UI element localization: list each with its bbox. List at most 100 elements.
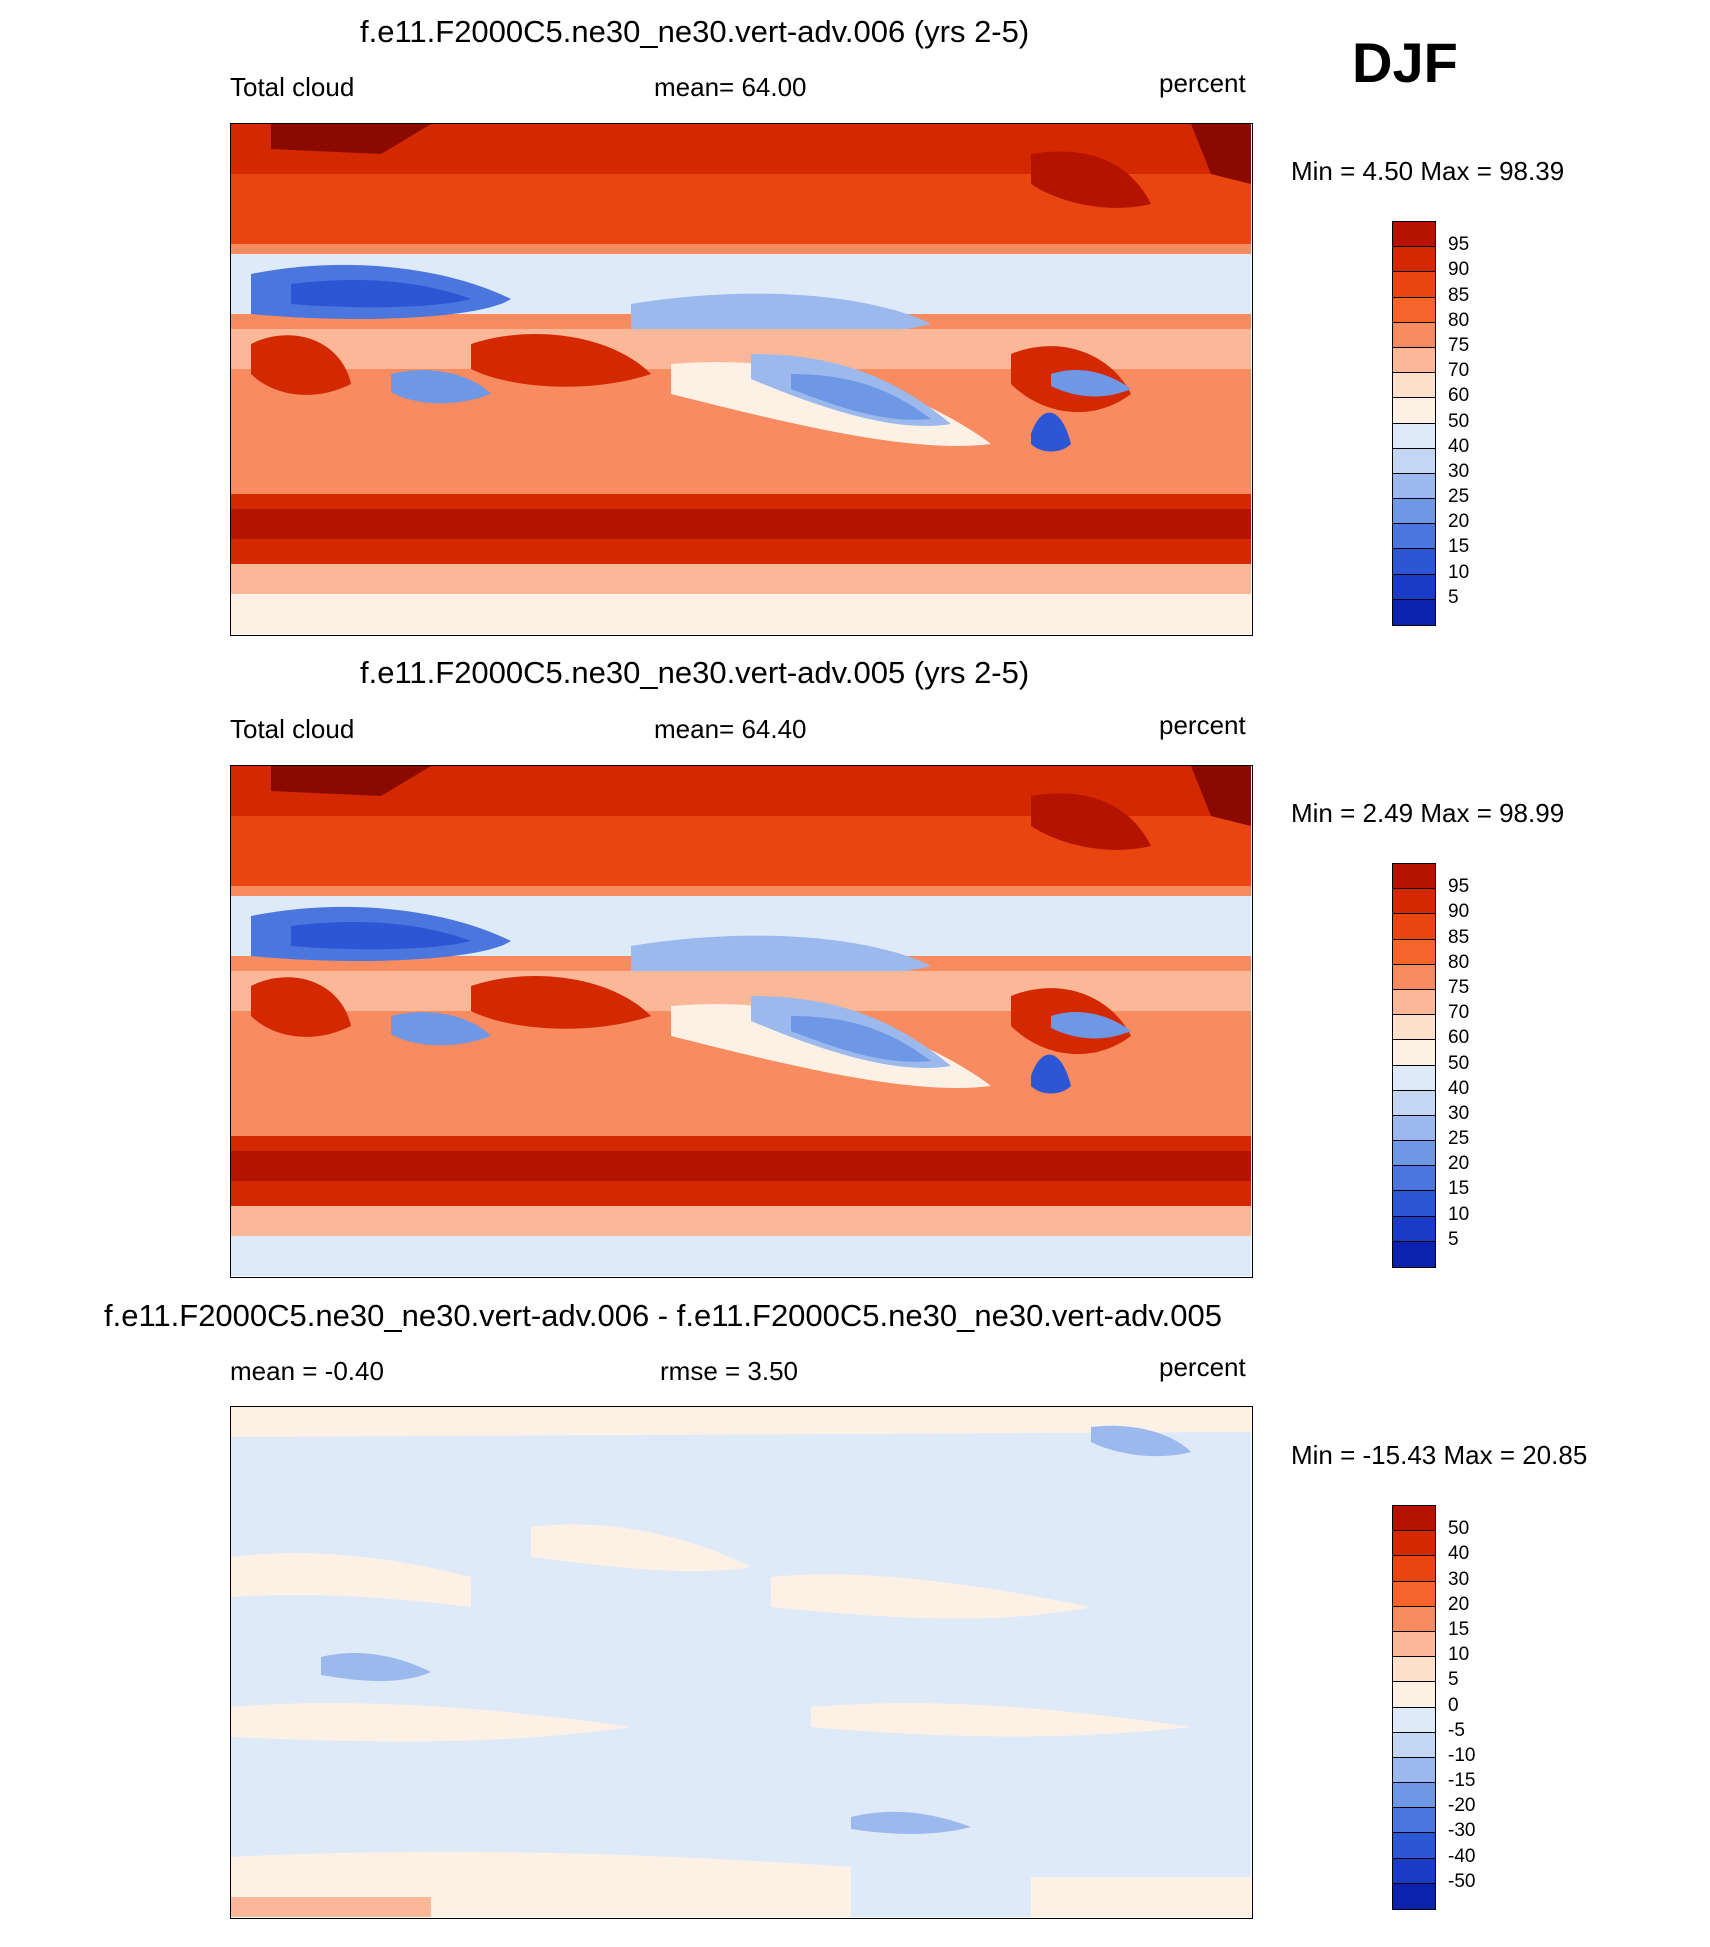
colorbar-cell [1393,1757,1435,1784]
colorbar-cell [1393,889,1435,915]
panel2-colorbar-tick-label: 75 [1448,976,1470,998]
panel2-colorbar-tick-label: 15 [1448,1178,1470,1200]
colorbar-cell [1393,1883,1435,1909]
colorbar-cell [1393,1833,1435,1859]
colorbar-cell [1393,1732,1435,1758]
colorbar-cell [1393,499,1435,525]
colorbar-cell [1393,989,1435,1016]
panel1-colorbar-tick-label: 15 [1448,536,1470,558]
colorbar-cell [1393,222,1435,248]
colorbar-cell [1393,1040,1435,1066]
panel3-colorbar-tick-label: -30 [1448,1820,1476,1842]
colorbar-cell [1393,1166,1435,1192]
panel2-mean-label: mean= 64.40 [654,714,807,744]
panel2-colorbar-tick-label: 90 [1448,901,1470,923]
panel1-map [230,123,1253,636]
colorbar-cell [1393,297,1435,323]
panel2-map-field [231,766,1251,1276]
panel2-colorbar-tick-label: 25 [1448,1128,1470,1150]
colorbar-cell [1393,549,1435,575]
panel2-colorbar-tick-label: 50 [1448,1052,1470,1074]
colorbar-cell [1393,1241,1435,1267]
colorbar-cell [1393,347,1435,374]
colorbar-cell [1393,1216,1435,1242]
colorbar-cell [1393,1581,1435,1607]
panel1-colorbar-tick-label: 95 [1448,234,1470,256]
panel2-colorbar-tick-label: 30 [1448,1102,1470,1124]
panel2-colorbar-tick-label: 60 [1448,1027,1470,1049]
panel1-mean-label: mean= 64.00 [654,72,807,102]
panel2-colorbar-tick-label: 20 [1448,1153,1470,1175]
panel3-colorbar-tick-label: 5 [1448,1669,1459,1691]
colorbar-cell [1393,423,1435,449]
panel1-colorbar-tick-label: 85 [1448,284,1470,306]
panel1-colorbar-tick-label: 30 [1448,460,1470,482]
panel2-colorbar-tick-label: 10 [1448,1203,1470,1225]
panel1-colorbar-tick-label: 60 [1448,385,1470,407]
colorbar-cell [1393,448,1435,474]
panel1-colorbar-tick-label: 10 [1448,561,1470,583]
panel3-colorbar-tick-label: 20 [1448,1593,1470,1615]
panel3-title: f.e11.F2000C5.ne30_ne30.vert-adv.006 - f… [104,1298,1222,1333]
colorbar-cell [1393,524,1435,550]
colorbar-cell [1393,272,1435,298]
panel3-colorbar-tick-label: -40 [1448,1845,1476,1867]
colorbar-cell [1393,939,1435,965]
panel2-colorbar-tick-label: 85 [1448,926,1470,948]
panel3-colorbar-tick-label: 40 [1448,1543,1470,1565]
colorbar-cell [1393,247,1435,273]
colorbar-cell [1393,914,1435,940]
colorbar-cell [1393,1115,1435,1142]
colorbar-cell [1393,1141,1435,1167]
colorbar-cell [1393,1783,1435,1809]
colorbar-cell [1393,1858,1435,1884]
panel3-map-field [231,1407,1251,1917]
panel3-minmax-label: Min = -15.43 Max = 20.85 [1291,1440,1588,1470]
panel2-colorbar-tick-label: 40 [1448,1077,1470,1099]
panel3-map [230,1406,1253,1919]
colorbar-cell [1393,1657,1435,1683]
colorbar-cell [1393,1707,1435,1733]
panel1-minmax-label: Min = 4.50 Max = 98.39 [1291,156,1565,186]
panel1-colorbar-tick-label: 5 [1448,586,1459,608]
panel1-title: f.e11.F2000C5.ne30_ne30.vert-adv.006 (yr… [360,14,1030,49]
panel1-colorbar-tick-label: 80 [1448,309,1470,331]
panel1-colorbar-tick-label: 90 [1448,259,1470,281]
panel3-mean-label: mean = -0.40 [230,1356,384,1386]
panel2-map [230,765,1253,1278]
season-label: DJF [1352,31,1458,94]
colorbar-cell [1393,1090,1435,1116]
panel3-colorbar-tick-label: -10 [1448,1744,1476,1766]
colorbar-cell [1393,1682,1435,1708]
colorbar-cell [1393,964,1435,990]
panel2-colorbar [1392,863,1436,1268]
panel2-title: f.e11.F2000C5.ne30_ne30.vert-adv.005 (yr… [360,655,1030,690]
colorbar-cell [1393,1808,1435,1834]
panel3-colorbar-tick-label: 10 [1448,1644,1470,1666]
panel2-minmax-label: Min = 2.49 Max = 98.99 [1291,798,1565,828]
panel3-colorbar-tick-label: -5 [1448,1719,1465,1741]
panel2-colorbar-tick-label: 80 [1448,951,1470,973]
panel3-colorbar-tick-label: -50 [1448,1870,1476,1892]
panel3-colorbar-tick-label: 0 [1448,1694,1459,1716]
colorbar-cell [1393,398,1435,424]
colorbar-cell [1393,1606,1435,1632]
panel3-units-label: percent [1159,1352,1246,1382]
colorbar-cell [1393,473,1435,500]
panel3-rmse-label: rmse = 3.50 [660,1356,799,1386]
panel1-map-field [231,124,1251,634]
panel3-colorbar-tick-label: 15 [1448,1618,1470,1640]
panel3-colorbar [1392,1505,1436,1910]
panel1-colorbar-tick-label: 20 [1448,511,1470,533]
panel2-colorbar-tick-label: 70 [1448,1002,1470,1024]
colorbar-cell [1393,864,1435,890]
panel3-colorbar-tick-label: -20 [1448,1795,1476,1817]
panel2-colorbar-tick-label: 5 [1448,1228,1459,1250]
panel3-colorbar-tick-label: 50 [1448,1518,1470,1540]
colorbar-cell [1393,1631,1435,1658]
colorbar-cell [1393,599,1435,625]
colorbar-cell [1393,373,1435,399]
colorbar-cell [1393,1015,1435,1041]
colorbar-cell [1393,1065,1435,1091]
panel1-units-label: percent [1159,68,1246,98]
